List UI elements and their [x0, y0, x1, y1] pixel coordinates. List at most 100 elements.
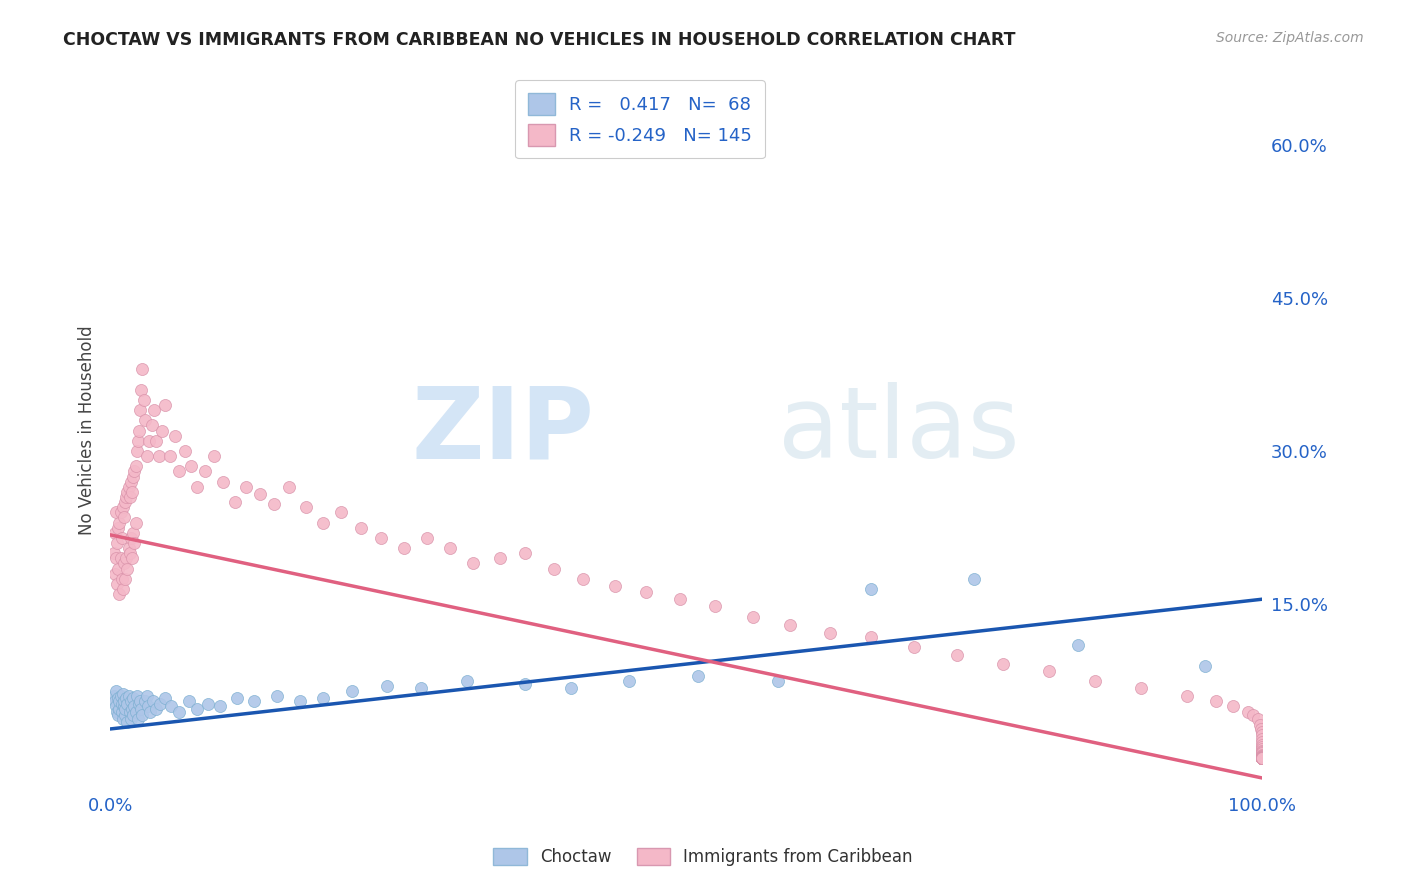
Point	[107, 707, 129, 722]
Point	[136, 449, 159, 463]
Point	[1251, 750, 1274, 764]
Point	[329, 505, 352, 519]
Point	[108, 701, 131, 715]
Point	[155, 691, 177, 706]
Point	[903, 640, 925, 655]
Point	[1251, 750, 1274, 764]
Point	[1251, 735, 1274, 749]
Point	[134, 694, 156, 708]
Point	[169, 705, 191, 719]
Point	[136, 690, 159, 704]
Point	[150, 424, 173, 438]
Point	[779, 617, 801, 632]
Point	[1251, 750, 1274, 764]
Point	[122, 525, 145, 540]
Point	[456, 673, 478, 688]
Point	[142, 403, 165, 417]
Point	[1251, 750, 1274, 764]
Point	[1251, 750, 1274, 764]
Point	[340, 684, 363, 698]
Point	[416, 531, 439, 545]
Point	[370, 531, 392, 545]
Point	[108, 516, 131, 530]
Point	[110, 690, 132, 704]
Y-axis label: No Vehicles in Household: No Vehicles in Household	[79, 326, 96, 535]
Point	[105, 705, 128, 719]
Point	[1250, 722, 1272, 736]
Point	[107, 561, 129, 575]
Point	[104, 551, 127, 566]
Point	[1251, 742, 1274, 756]
Point	[1251, 747, 1274, 761]
Point	[1251, 750, 1274, 764]
Point	[1251, 750, 1274, 764]
Point	[111, 531, 134, 545]
Point	[160, 699, 183, 714]
Point	[1251, 750, 1274, 764]
Point	[107, 521, 129, 535]
Point	[131, 707, 153, 722]
Point	[129, 403, 152, 417]
Point	[1084, 673, 1107, 688]
Point	[122, 691, 145, 706]
Point	[117, 698, 139, 712]
Legend: Choctaw, Immigrants from Caribbean: Choctaw, Immigrants from Caribbean	[486, 841, 920, 873]
Point	[117, 690, 139, 704]
Point	[110, 505, 132, 519]
Point	[439, 541, 461, 555]
Point	[249, 487, 271, 501]
Point	[235, 480, 257, 494]
Point	[114, 707, 136, 722]
Point	[141, 418, 163, 433]
Point	[120, 475, 142, 489]
Point	[127, 712, 149, 726]
Point	[1251, 747, 1274, 762]
Point	[768, 673, 790, 688]
Point	[212, 475, 235, 489]
Point	[117, 484, 139, 499]
Point	[208, 699, 231, 714]
Point	[560, 681, 582, 695]
Point	[266, 690, 288, 704]
Point	[1241, 707, 1264, 722]
Point	[105, 536, 128, 550]
Point	[128, 698, 150, 712]
Point	[148, 449, 170, 463]
Point	[1251, 728, 1274, 742]
Point	[112, 699, 135, 714]
Point	[115, 691, 138, 706]
Point	[111, 687, 134, 701]
Point	[859, 582, 882, 596]
Point	[194, 465, 217, 479]
Point	[117, 714, 139, 729]
Point	[1251, 749, 1274, 764]
Point	[110, 551, 132, 566]
Point	[111, 712, 134, 726]
Point	[1251, 750, 1274, 764]
Point	[107, 691, 129, 706]
Point	[104, 525, 127, 540]
Point	[1246, 712, 1268, 726]
Point	[243, 694, 266, 708]
Point	[1237, 705, 1260, 719]
Point	[1251, 750, 1274, 764]
Point	[277, 480, 299, 494]
Point	[543, 561, 565, 575]
Point	[117, 480, 139, 494]
Point	[104, 684, 127, 698]
Point	[571, 572, 593, 586]
Point	[1251, 748, 1274, 763]
Point	[118, 546, 141, 560]
Point	[114, 495, 136, 509]
Point	[131, 362, 153, 376]
Point	[124, 465, 146, 479]
Point	[128, 424, 150, 438]
Point	[1251, 750, 1274, 764]
Point	[121, 484, 143, 499]
Point	[1251, 744, 1274, 758]
Point	[1251, 750, 1274, 764]
Point	[1251, 750, 1274, 764]
Point	[132, 392, 155, 407]
Point	[114, 701, 136, 715]
Point	[105, 577, 128, 591]
